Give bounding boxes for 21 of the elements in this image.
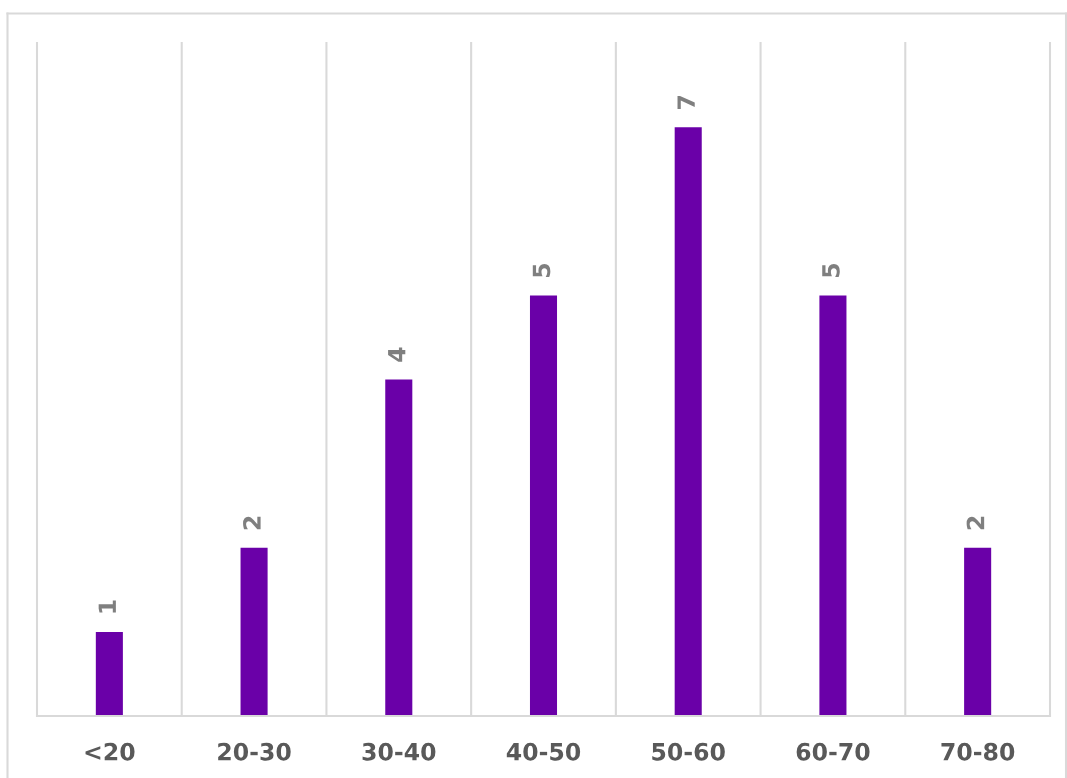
bar (240, 547, 268, 716)
x-tick-label: 70-80 (941, 742, 1015, 761)
data-label: 7 (677, 95, 695, 109)
bar (385, 379, 413, 716)
x-tick-label: 30-40 (362, 742, 436, 761)
data-label: 1 (98, 600, 116, 613)
data-label: 5 (532, 263, 551, 277)
data-label: 2 (243, 516, 261, 530)
bar (819, 295, 847, 716)
x-tick-label: 60-70 (796, 742, 870, 761)
data-label: 5 (822, 263, 840, 277)
x-tick-label: 50-60 (652, 742, 725, 761)
data-label: 4 (388, 347, 406, 362)
bar (529, 295, 558, 716)
bar (964, 547, 992, 716)
x-tick-label: 20-30 (218, 742, 291, 761)
bar (674, 127, 702, 716)
x-tick-label: <20 (85, 742, 135, 761)
bar (95, 631, 123, 716)
x-tick-label: 40-50 (506, 742, 581, 761)
data-label: 2 (966, 516, 985, 530)
